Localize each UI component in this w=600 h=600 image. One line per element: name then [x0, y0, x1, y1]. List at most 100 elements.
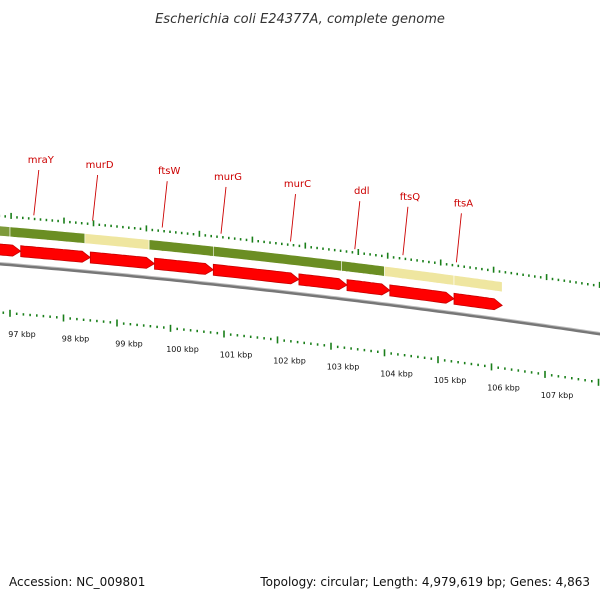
- gene-ticks: [0, 212, 600, 288]
- gene-tick: [551, 277, 554, 281]
- scale-tick: [223, 330, 225, 338]
- gene-tick: [180, 231, 183, 235]
- scale-tick: [363, 348, 366, 352]
- gene-tick: [428, 260, 430, 264]
- gene-tick: [133, 227, 136, 230]
- scale-tick: [484, 364, 486, 368]
- scale-tick: [450, 360, 453, 363]
- gene-tick: [587, 283, 589, 286]
- gene-tick: [310, 246, 312, 249]
- genome-summary: Topology: circular; Length: 4,979,619 bp…: [260, 575, 590, 589]
- gene-tick: [345, 250, 348, 253]
- scale-tick: [196, 329, 198, 333]
- scale-tick: [142, 324, 145, 327]
- scale-tick: [584, 379, 586, 382]
- cds-arrow: [20, 245, 92, 263]
- gene-leader-line: [455, 213, 462, 263]
- gene-leader-line: [290, 194, 296, 242]
- cds-arrow: [346, 279, 391, 296]
- scale-tick: [530, 371, 533, 374]
- scale-tick: [42, 314, 45, 318]
- scale-tick: [564, 376, 566, 379]
- scale-tick: [176, 327, 178, 331]
- scale-tick: [183, 328, 185, 331]
- gene-tick: [163, 230, 165, 233]
- scale-tick: [163, 326, 165, 329]
- scale-tick: [370, 349, 372, 353]
- gene-tick: [139, 227, 142, 230]
- gene-tick: [104, 224, 106, 227]
- scale-tick: [156, 325, 158, 329]
- scale-tick: [544, 370, 546, 378]
- feature-segment: [84, 233, 150, 251]
- scale-tick: [69, 317, 71, 320]
- gene-tick: [257, 240, 259, 243]
- gene-tick: [128, 226, 130, 229]
- scale-tick: [229, 333, 232, 336]
- gene-tick: [16, 216, 18, 219]
- gene-label-ftsA: ftsA: [454, 198, 473, 209]
- gene-tick: [539, 276, 542, 279]
- gene-tick: [69, 220, 71, 224]
- scale-tick: [504, 367, 506, 370]
- scale-tick: [437, 356, 439, 364]
- gene-tick: [245, 238, 248, 242]
- scale-label: 101 kbp: [220, 351, 253, 360]
- scale-tick: [216, 331, 219, 335]
- scale-ticks: 97 kbp 98 kbp 99 kbp 100 kbp 101 kbp 102 kbp 1…: [2, 309, 600, 400]
- backbone-inner: [0, 261, 600, 334]
- scale-tick: [303, 341, 305, 345]
- scale-tick: [82, 318, 85, 321]
- gene-tick: [357, 249, 360, 255]
- gene-tick: [63, 217, 65, 224]
- scale-tick: [577, 378, 580, 381]
- gene-tick: [398, 257, 401, 260]
- gene-tick: [186, 232, 189, 235]
- cds-arrow: [298, 273, 348, 291]
- scale-tick: [356, 348, 359, 351]
- gene-tick: [434, 261, 436, 264]
- scale-tick: [96, 319, 98, 323]
- scale-tick: [36, 314, 38, 317]
- scale-tick: [463, 361, 466, 365]
- gene-leader-line: [220, 186, 227, 234]
- gene-tick: [45, 218, 48, 222]
- gene-tick: [51, 219, 54, 222]
- scale-tick: [236, 334, 239, 337]
- scale-tick: [2, 311, 5, 314]
- gene-tick: [457, 264, 460, 268]
- gene-tick: [516, 272, 518, 276]
- gene-tick: [475, 267, 477, 270]
- gene-tick: [381, 254, 383, 258]
- gene-tick: [86, 222, 89, 225]
- gene-tick: [4, 215, 6, 218]
- scale-tick: [29, 313, 31, 317]
- scale-tick: [336, 345, 339, 349]
- cds-arrow: [89, 251, 156, 269]
- scale-tick: [243, 334, 245, 338]
- gene-tick: [416, 259, 418, 262]
- gene-tick: [269, 241, 271, 244]
- gene-tick: [351, 251, 354, 254]
- gene-tick: [333, 248, 336, 252]
- gene-tick: [27, 217, 30, 220]
- scale-tick: [296, 340, 299, 344]
- scale-tick: [116, 319, 118, 327]
- scale-tick: [149, 325, 152, 328]
- scale-label: 99 kbp: [115, 340, 143, 349]
- scale-tick: [129, 323, 132, 326]
- gene-tick: [487, 268, 489, 272]
- scale-label: 104 kbp: [380, 369, 413, 378]
- gene-tick: [410, 258, 412, 261]
- scale-tick: [490, 363, 493, 371]
- feature-segment: [384, 265, 455, 286]
- scale-label: 102 kbp: [273, 356, 306, 365]
- gene-tick: [504, 271, 507, 274]
- cds-arrow: [389, 284, 455, 304]
- gene-tick: [545, 274, 548, 281]
- scale-tick: [49, 315, 51, 318]
- scale-tick: [9, 309, 11, 317]
- scale-tick: [102, 320, 105, 323]
- gene-label-ftsQ: ftsQ: [400, 192, 420, 203]
